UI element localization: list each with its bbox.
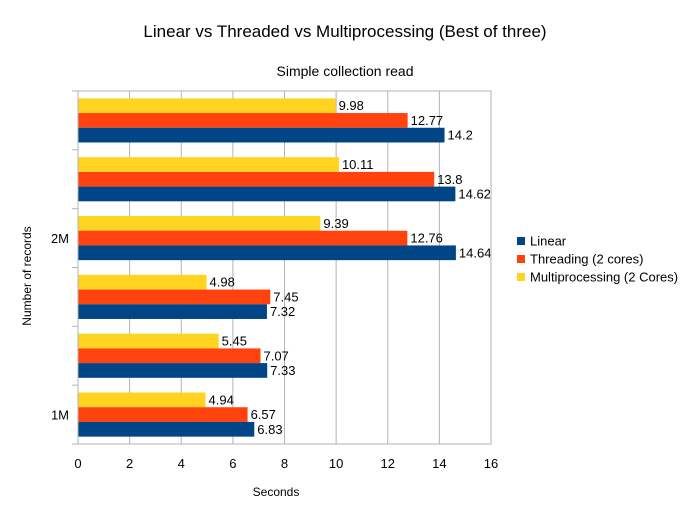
legend: Linear Threading (2 cores) Multiprocessing… <box>517 234 678 285</box>
bar <box>78 186 456 202</box>
bar-value-label: 6.57 <box>251 407 276 422</box>
x-tick-label: 2 <box>126 456 133 471</box>
bar-value-label: 14.62 <box>458 186 491 201</box>
legend-swatch <box>517 273 525 281</box>
bar-value-label: 9.98 <box>339 98 364 113</box>
x-tick-label: 14 <box>432 456 446 471</box>
x-tick-label: 4 <box>178 456 185 471</box>
bar-value-label: 7.45 <box>273 289 298 304</box>
bar <box>78 304 267 319</box>
bar <box>78 407 248 422</box>
bar <box>78 171 435 187</box>
bar-value-label: 12.77 <box>411 113 444 128</box>
bar-value-label: 14.64 <box>459 245 492 260</box>
bar-value-label: 9.39 <box>323 216 348 231</box>
legend-label: Threading (2 cores) <box>530 252 643 267</box>
bar <box>78 348 261 364</box>
bars <box>78 98 456 437</box>
bar <box>78 230 408 246</box>
x-tick-label: 12 <box>381 456 395 471</box>
legend-label: Linear <box>530 234 567 249</box>
x-tick-label: 6 <box>229 456 236 471</box>
bar-value-label: 7.07 <box>263 348 288 363</box>
x-tick-label: 8 <box>281 456 288 471</box>
bar <box>78 333 219 349</box>
y-category-label: 2M <box>51 231 69 246</box>
legend-swatch <box>517 237 525 245</box>
bar <box>78 421 255 437</box>
y-axis-label: Number of records <box>20 226 34 325</box>
bar <box>78 245 456 261</box>
bar-value-label: 12.76 <box>410 231 443 246</box>
x-tick-label: 10 <box>329 456 343 471</box>
bar-value-label: 7.32 <box>270 304 295 319</box>
chart-subtitle: Simple collection read <box>277 63 414 79</box>
bar <box>78 289 271 305</box>
bar-value-label: 4.98 <box>210 275 235 290</box>
bar <box>78 363 268 378</box>
axes: 0 2 4 6 8 10 12 14 16 2M 1M <box>51 90 498 471</box>
y-category-label: 1M <box>51 408 69 423</box>
bar-value-label: 10.11 <box>342 157 374 172</box>
bar-value-label: 4.94 <box>209 392 234 407</box>
bar-value-label: 13.8 <box>437 172 462 187</box>
bar-value-label: 7.33 <box>270 363 295 378</box>
bar-value-label: 6.83 <box>257 422 282 437</box>
bar <box>78 98 336 114</box>
x-tick-label: 16 <box>484 456 498 471</box>
bar-value-label: 14.2 <box>448 128 473 143</box>
legend-swatch <box>517 255 525 263</box>
bar <box>78 392 206 408</box>
bar <box>78 127 445 143</box>
bar <box>78 216 321 231</box>
bar <box>78 113 408 128</box>
x-axis-label: Seconds <box>253 485 300 499</box>
bar <box>78 274 207 290</box>
data-labels: 9.98 10.11 9.39 4.98 5.45 4.94 12.77 13.8 12.76 7… <box>209 98 492 437</box>
grid <box>77 91 492 444</box>
chart-title: Linear vs Threaded vs Multiprocessing (B… <box>143 22 546 41</box>
legend-label: Multiprocessing (2 Cores) <box>530 270 678 285</box>
bar <box>78 157 339 172</box>
bar-value-label: 5.45 <box>222 334 247 349</box>
x-tick-label: 0 <box>74 456 81 471</box>
